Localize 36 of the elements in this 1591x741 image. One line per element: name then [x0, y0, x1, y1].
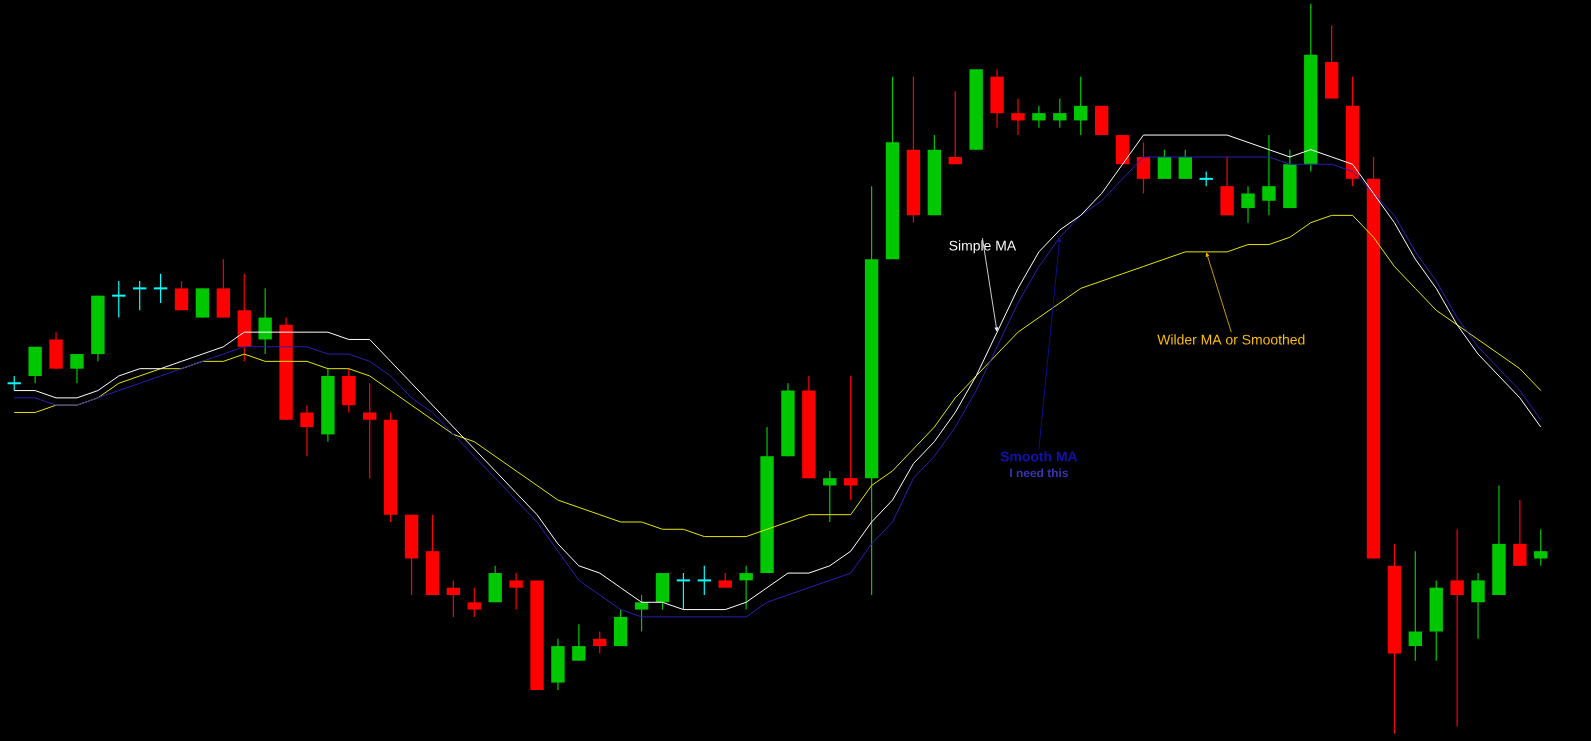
candlestick	[258, 287, 272, 355]
candlestick	[1053, 97, 1067, 129]
candlestick	[1262, 134, 1276, 216]
candlestick	[823, 470, 837, 523]
candlestick	[572, 623, 586, 662]
candlestick	[593, 630, 607, 654]
candlestick	[174, 280, 189, 311]
candlestick	[739, 565, 753, 611]
series-label: Simple MA	[949, 240, 1017, 254]
candlestick	[1074, 76, 1088, 136]
candlestick	[509, 572, 523, 611]
candlestick	[1136, 141, 1151, 195]
candlestick	[1513, 499, 1527, 567]
candlestick	[1471, 572, 1485, 640]
candlestick	[1408, 550, 1422, 662]
candlestick	[70, 353, 84, 384]
annotation: I need this	[1010, 468, 1068, 478]
candlestick	[696, 565, 712, 596]
text: Smooth MA	[1000, 451, 1078, 462]
text: Wilder MA or Smoothed	[1157, 334, 1305, 345]
candlestick	[363, 382, 377, 479]
candlestick	[467, 587, 481, 618]
candlestick	[132, 280, 148, 311]
candlestick	[111, 280, 127, 319]
candlestick	[948, 90, 962, 165]
candlestick	[844, 375, 858, 501]
candlestick	[634, 594, 649, 633]
candlestick	[1450, 528, 1464, 727]
candlestick	[1534, 528, 1548, 567]
candlestick	[1178, 149, 1192, 180]
candlestick	[446, 579, 461, 618]
candlestick	[1157, 149, 1172, 180]
candlestick	[1032, 105, 1046, 129]
candlestick	[300, 404, 314, 457]
candlestick	[1241, 185, 1255, 224]
candlestick	[1011, 97, 1025, 136]
